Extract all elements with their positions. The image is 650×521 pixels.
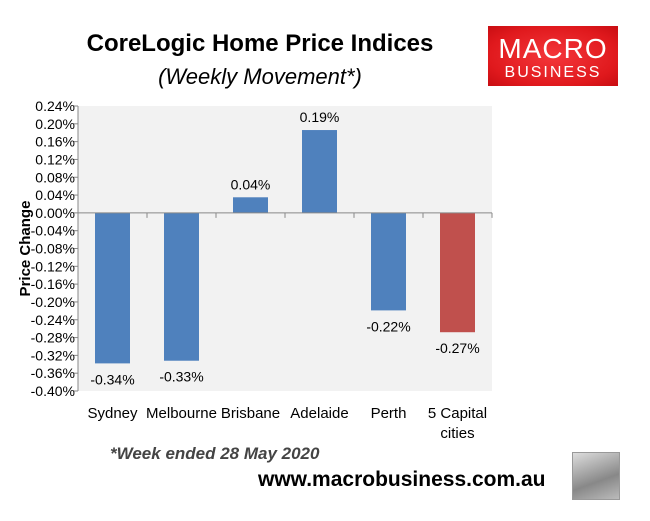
y-tick-label: 0.16% xyxy=(35,134,75,150)
y-tick-label: -0.20% xyxy=(31,294,75,310)
y-tick-label: -0.28% xyxy=(31,330,75,346)
macrobusiness-logo: MACRO BUSINESS xyxy=(488,26,618,86)
y-tick-label: -0.36% xyxy=(31,365,75,381)
wolf-image xyxy=(572,452,620,500)
bar-brisbane xyxy=(233,197,268,213)
chart-title: CoreLogic Home Price Indices xyxy=(86,30,434,57)
logo-line1: MACRO xyxy=(498,33,608,64)
data-label: -0.34% xyxy=(90,371,134,387)
y-tick-label: 0.04% xyxy=(35,187,75,203)
y-tick-label: 0.24% xyxy=(35,98,75,114)
data-label: 0.19% xyxy=(300,109,340,125)
data-label: 0.04% xyxy=(231,176,271,192)
bar-melbourne xyxy=(164,212,199,361)
data-label: -0.27% xyxy=(435,340,479,356)
y-tick-label: 0.20% xyxy=(35,116,75,132)
y-tick-label: 0.08% xyxy=(35,169,75,185)
y-tick-label: 0.00% xyxy=(35,205,75,221)
bar-adelaide xyxy=(302,130,337,213)
chart-subtitle: (Weekly Movement*) xyxy=(158,64,362,89)
bar-perth xyxy=(371,212,406,311)
data-label: -0.22% xyxy=(366,318,410,334)
y-tick-label: -0.40% xyxy=(31,383,75,399)
website-url: www.macrobusiness.com.au xyxy=(258,468,546,491)
y-tick-label: -0.32% xyxy=(31,347,75,363)
y-tick-label: -0.04% xyxy=(31,223,75,239)
x-tick-label: 5 Capital xyxy=(428,405,487,422)
logo-line2: BUSINESS xyxy=(504,64,602,81)
x-tick-label: cities xyxy=(440,425,474,442)
y-tick-label: -0.08% xyxy=(31,241,75,257)
y-tick-label: -0.16% xyxy=(31,276,75,292)
footnote: *Week ended 28 May 2020 xyxy=(110,444,320,463)
y-tick-label: -0.12% xyxy=(31,258,75,274)
y-tick-label: 0.12% xyxy=(35,151,75,167)
x-tick-label: Sydney xyxy=(87,405,138,422)
y-tick-label: -0.24% xyxy=(31,312,75,328)
bar-sydney xyxy=(95,212,130,364)
y-axis-label: Price Change xyxy=(17,201,34,297)
x-tick-label: Adelaide xyxy=(290,405,348,422)
x-tick-label: Melbourne xyxy=(146,405,217,422)
plot-area xyxy=(78,106,492,391)
bar-chart: 0.24% 0.20% 0.16%0.12% 0.08% 0.04% 0.00% -0.04… xyxy=(17,98,493,442)
bar-5-capital-cities xyxy=(440,212,475,333)
data-label: -0.33% xyxy=(159,369,203,385)
x-tick-label: Perth xyxy=(371,405,407,422)
x-tick-label: Brisbane xyxy=(221,405,280,422)
